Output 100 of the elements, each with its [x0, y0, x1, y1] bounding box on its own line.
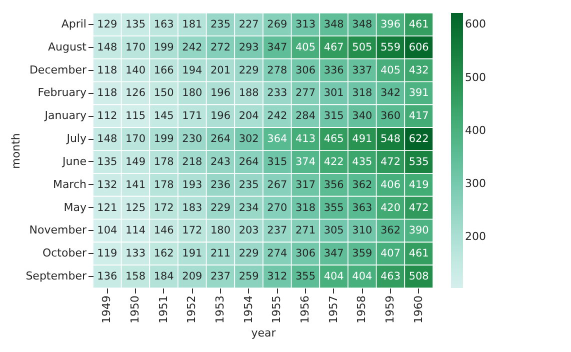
data-label: 218: [182, 156, 202, 168]
data-label: 606: [408, 41, 430, 54]
data-label: 548: [380, 133, 401, 146]
data-label: 360: [380, 110, 401, 122]
data-label: 136: [97, 270, 118, 283]
data-label: 135: [125, 18, 146, 30]
y-tick-label: October: [42, 246, 87, 260]
data-label: 505: [352, 41, 372, 54]
data-label: 204: [238, 110, 260, 122]
data-label: 342: [380, 87, 401, 100]
data-label: 180: [210, 224, 231, 237]
data-label: 150: [154, 87, 174, 100]
data-label: 191: [182, 248, 202, 260]
x-tick-label: 1952: [185, 296, 198, 324]
data-label: 508: [408, 270, 429, 283]
data-label: 491: [352, 133, 372, 146]
data-label: 199: [154, 133, 174, 146]
x-tick-label: 1949: [100, 296, 114, 324]
x-tick-label: 1954: [242, 296, 255, 324]
data-label: 347: [324, 248, 344, 260]
data-label: 270: [267, 202, 288, 214]
y-tick-label: March: [52, 178, 87, 191]
data-label: 407: [380, 248, 401, 260]
data-label: 194: [182, 64, 203, 76]
y-tick-label: April: [61, 17, 86, 30]
data-label: 363: [352, 202, 372, 214]
data-label: 133: [125, 248, 146, 260]
data-label: 166: [154, 64, 174, 76]
data-label: 362: [380, 224, 401, 237]
data-label: 162: [154, 248, 174, 260]
data-label: 374: [295, 156, 316, 168]
data-label: 132: [97, 178, 118, 191]
data-label: 211: [210, 248, 231, 260]
data-label: 306: [295, 248, 316, 260]
data-label: 235: [238, 178, 259, 191]
data-label: 420: [380, 202, 401, 214]
data-label: 114: [125, 224, 146, 237]
data-label: 432: [408, 64, 429, 76]
data-label: 461: [408, 18, 429, 30]
data-label: 277: [295, 87, 316, 100]
data-label: 293: [238, 41, 259, 54]
data-label: 318: [352, 87, 372, 100]
data-label: 235: [210, 18, 231, 30]
data-label: 336: [324, 64, 344, 76]
data-label: 404: [324, 270, 344, 283]
y-tick-label: May: [64, 200, 87, 214]
data-label: 278: [267, 64, 288, 76]
data-label: 233: [267, 87, 288, 100]
data-label: 118: [97, 87, 118, 100]
data-label: 196: [210, 87, 231, 100]
x-tick-label: 1960: [412, 296, 425, 324]
data-label: 178: [154, 156, 174, 168]
data-label: 119: [97, 248, 118, 260]
data-label: 306: [295, 64, 316, 76]
data-label: 274: [267, 248, 288, 260]
data-label: 396: [380, 18, 401, 30]
data-label: 118: [97, 64, 118, 76]
color-bar-label: 400: [465, 124, 486, 137]
y-tick-label: August: [48, 40, 88, 54]
data-label: 172: [154, 202, 174, 214]
y-tick-label: February: [38, 86, 87, 100]
data-label: 264: [238, 156, 260, 168]
data-label: 237: [267, 224, 288, 237]
data-label: 313: [295, 18, 316, 30]
y-tick-label: December: [29, 63, 87, 76]
data-label: 199: [154, 41, 174, 54]
data-label: 305: [324, 224, 344, 237]
x-tick-label: 1958: [355, 296, 368, 324]
y-tick-label: July: [66, 132, 87, 146]
data-label: 267: [267, 178, 288, 191]
data-label: 364: [267, 133, 288, 146]
data-label: 317: [295, 178, 316, 191]
x-tick-label: 1953: [214, 296, 226, 324]
data-label: 170: [125, 133, 146, 146]
x-tick-label: 1956: [298, 296, 312, 324]
x-tick-label: 1951: [156, 296, 170, 324]
data-label: 356: [324, 178, 344, 191]
data-label: 243: [210, 156, 231, 168]
data-label: 129: [97, 18, 118, 30]
data-label: 463: [380, 270, 401, 283]
data-label: 467: [324, 41, 344, 54]
y-tick-label: September: [26, 270, 87, 283]
data-label: 201: [210, 64, 231, 76]
x-axis-title: year: [251, 326, 276, 340]
data-label: 183: [182, 202, 202, 214]
data-label: 535: [408, 156, 429, 168]
x-tick-label: 1955: [270, 296, 284, 324]
data-label: 337: [352, 64, 372, 76]
data-label: 125: [125, 202, 146, 214]
data-label: 269: [267, 18, 288, 30]
data-label: 149: [125, 156, 146, 168]
data-label: 236: [210, 178, 231, 191]
data-label: 362: [352, 178, 372, 191]
data-label: 171: [182, 110, 202, 122]
data-label: 435: [352, 156, 372, 168]
data-label: 359: [352, 248, 372, 260]
data-label: 140: [125, 64, 146, 76]
data-label: 355: [295, 270, 316, 283]
data-label: 180: [182, 87, 202, 100]
data-label: 115: [125, 110, 146, 122]
